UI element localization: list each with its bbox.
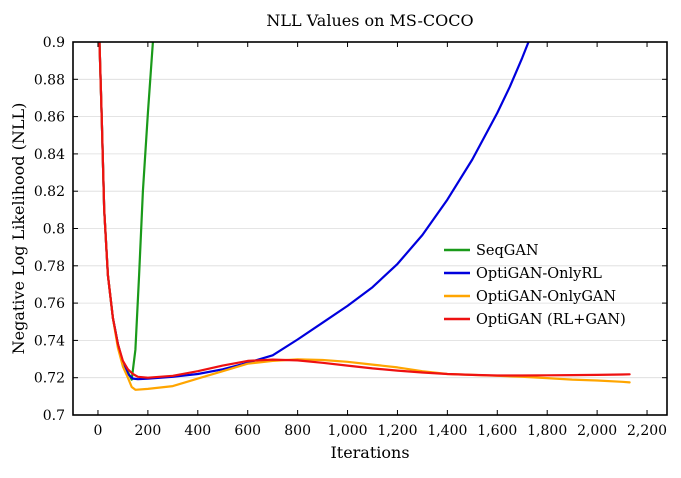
series-line-optigan-onlygan	[98, 42, 631, 391]
y-tick-label: 0.88	[34, 72, 65, 88]
x-tick-label: 1,600	[477, 423, 517, 439]
legend-label: SeqGAN	[476, 243, 539, 259]
y-tick-label: 0.84	[34, 147, 65, 163]
legend-label: OptiGAN-OnlyGAN	[476, 289, 616, 305]
chart-title: NLL Values on MS-COCO	[266, 11, 473, 30]
legend-label: OptiGAN-OnlyRL	[476, 266, 602, 282]
series-lines	[98, 42, 631, 391]
x-tick-label: 1,800	[527, 423, 567, 439]
x-tick-label: 600	[234, 423, 261, 439]
series-line-optigan-rl-gan	[98, 42, 631, 379]
grid-lines	[73, 78, 667, 379]
y-tick-label: 0.72	[34, 371, 65, 387]
y-tick-label: 0.74	[34, 333, 65, 349]
axis-ticks: 0.7 0.72 0.74 0.76 0.78 0.8 0.82 0.84 0.86 0.88 0.…	[34, 35, 667, 439]
y-tick-label: 0.82	[34, 184, 65, 200]
x-tick-label: 200	[135, 423, 162, 439]
legend: SeqGAN OptiGAN-OnlyRL OptiGAN-OnlyGAN OptiG…	[444, 243, 626, 328]
x-tick-label: 1,200	[377, 423, 417, 439]
y-tick-label: 0.86	[34, 110, 65, 126]
series-line-seqgan	[98, 42, 155, 381]
y-tick-label: 0.9	[43, 35, 65, 51]
y-tick-label: 0.7	[43, 408, 65, 424]
y-tick-label: 0.78	[34, 259, 65, 275]
x-tick-label: 2,000	[577, 423, 617, 439]
x-axis-title: Iterations	[330, 443, 409, 462]
y-tick-label: 0.8	[43, 222, 65, 238]
x-tick-label: 2,200	[627, 423, 667, 439]
legend-label: OptiGAN (RL+GAN)	[476, 312, 626, 328]
x-tick-label: 400	[184, 423, 211, 439]
x-tick-label: 0	[93, 423, 102, 439]
y-axis-title: Negative Log Likelihood (NLL)	[9, 103, 28, 355]
x-tick-label: 1,000	[327, 423, 367, 439]
series-line-optigan-onlyrl	[98, 42, 530, 381]
x-tick-label: 1,400	[427, 423, 467, 439]
y-tick-label: 0.76	[34, 296, 65, 312]
x-tick-label: 800	[284, 423, 311, 439]
